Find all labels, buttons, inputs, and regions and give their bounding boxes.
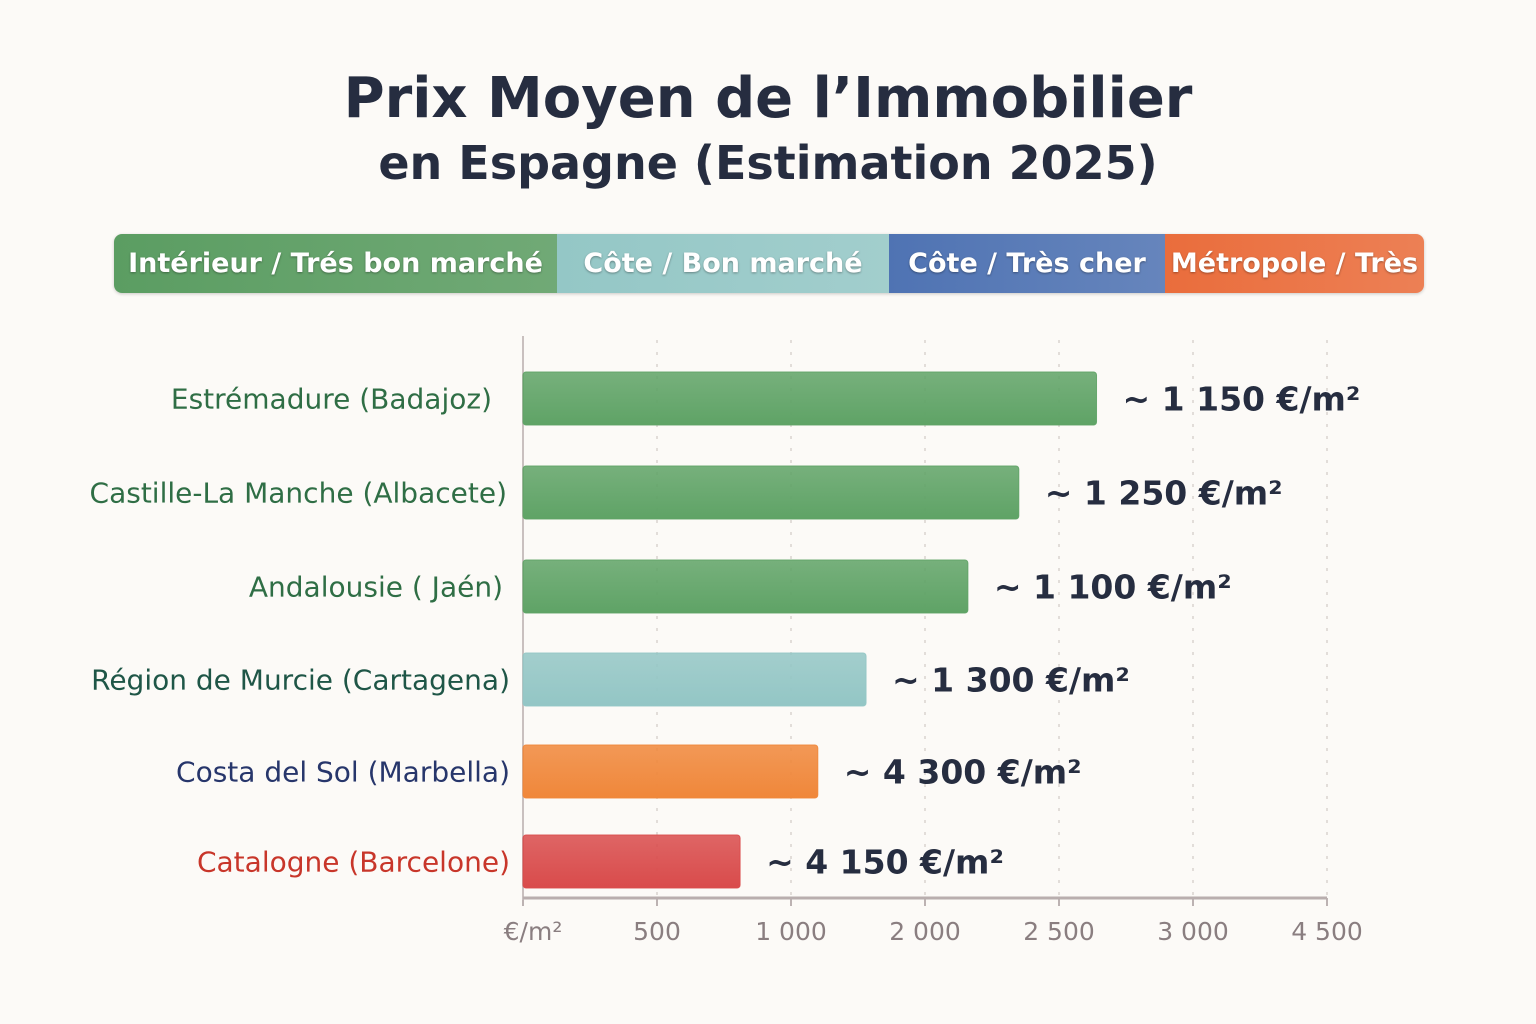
legend-item: Intérieur / Trés bon marché: [114, 234, 557, 293]
legend-item: Côte / Bon marché: [557, 234, 889, 293]
category-label: Costa del Sol (Marbella): [176, 756, 510, 789]
data-label: ~ 1 150 €/m²: [1123, 380, 1361, 419]
category-label: Andalousie ( Jaén): [249, 571, 503, 604]
bar: [522, 652, 867, 707]
bar: [522, 834, 741, 889]
bar: [522, 371, 1098, 426]
legend: Intérieur / Trés bon marché Côte / Bon ma…: [114, 234, 1424, 293]
data-label: ~ 4 150 €/m²: [766, 843, 1004, 882]
legend-item: Côte / Très cher: [889, 234, 1165, 293]
x-tick-label: 3 000: [1157, 917, 1229, 946]
bar: [522, 465, 1020, 520]
legend-item: Métropole / Très: [1165, 234, 1424, 293]
data-label: ~ 1 250 €/m²: [1045, 474, 1283, 513]
x-tick-label: 1 000: [755, 917, 827, 946]
chart-subtitle: en Espagne (Estimation 2025): [378, 136, 1158, 190]
category-label: Région de Murcie (Cartagena): [91, 664, 510, 697]
bar: [522, 559, 969, 614]
data-label: ~ 1 100 €/m²: [994, 568, 1232, 607]
data-label: ~ 4 300 €/m²: [844, 753, 1082, 792]
x-tick-label: 2 500: [1023, 917, 1095, 946]
category-label: Castille-La Manche (Albacete): [90, 477, 507, 510]
category-label: Estrémadure (Badajoz): [171, 383, 492, 416]
bar: [522, 744, 819, 799]
category-label: Catalogne (Barcelone): [197, 846, 510, 879]
x-axis-unit-label: €/m²: [504, 917, 563, 946]
x-tick-label: 2 000: [889, 917, 961, 946]
chart-title: Prix Moyen de l’Immobilier: [343, 66, 1193, 131]
x-tick-label: 500: [633, 917, 681, 946]
x-tick-label: 4 500: [1291, 917, 1363, 946]
data-label: ~ 1 300 €/m²: [892, 661, 1130, 700]
